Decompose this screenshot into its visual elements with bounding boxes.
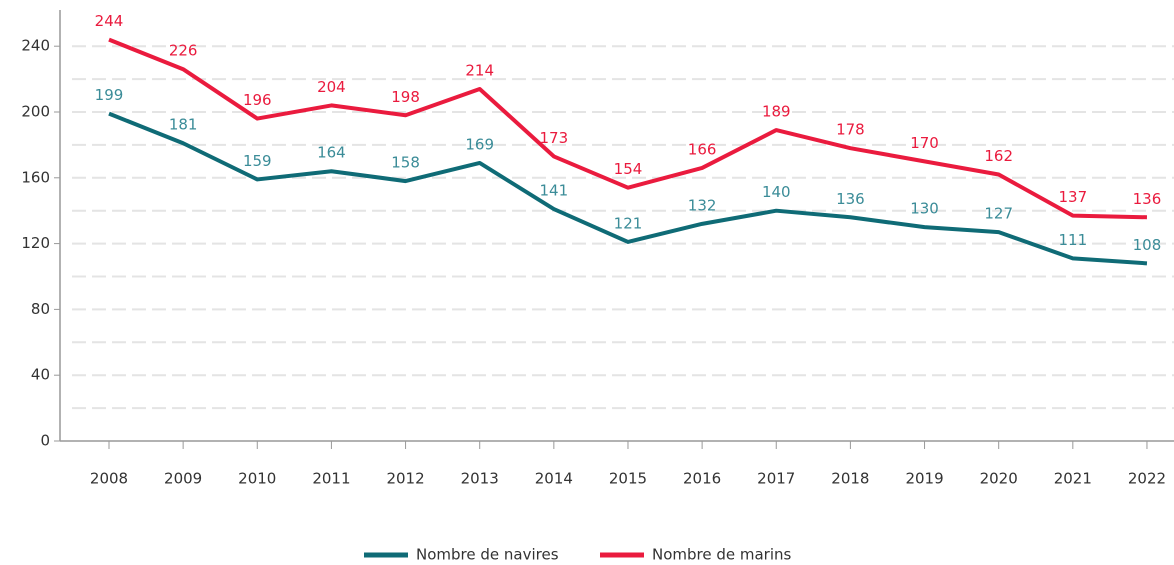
y-tick-label: 80: [31, 300, 50, 318]
y-tick-label: 40: [31, 366, 50, 384]
x-tick-label: 2022: [1128, 470, 1166, 488]
data-label: 204: [317, 78, 346, 96]
x-tick-label: 2009: [164, 470, 202, 488]
data-label: 169: [465, 135, 494, 153]
line-series: [108, 37, 1148, 220]
x-tick-label: 2015: [609, 470, 647, 488]
data-label: 130: [910, 200, 939, 218]
data-label: 121: [614, 214, 643, 232]
x-tick-label: 2016: [683, 470, 721, 488]
data-label: 198: [391, 88, 420, 106]
x-tick-label: 2010: [238, 470, 276, 488]
data-label: 141: [540, 182, 569, 200]
y-tick-label: 240: [21, 37, 50, 55]
legend-label: Nombre de marins: [652, 546, 792, 564]
data-label: 181: [169, 116, 198, 134]
x-tick-label: 2008: [90, 470, 128, 488]
x-tick-label: 2020: [980, 470, 1018, 488]
data-label: 136: [1133, 190, 1162, 208]
data-label: 178: [836, 121, 865, 139]
x-tick-label: 2019: [905, 470, 943, 488]
data-label: 162: [984, 147, 1013, 165]
data-label: 199: [95, 86, 124, 104]
data-label: 158: [391, 154, 420, 172]
data-label: 140: [762, 183, 791, 201]
x-tick-label: 2017: [757, 470, 795, 488]
data-label: 173: [540, 129, 569, 147]
y-tick-label: 160: [21, 168, 50, 186]
data-label: 244: [95, 12, 124, 30]
data-label: 214: [465, 61, 494, 79]
x-tick-label: 2014: [535, 470, 573, 488]
data-label: 189: [762, 103, 791, 121]
data-label: 132: [688, 196, 717, 214]
data-label: 159: [243, 152, 272, 170]
data-label: 108: [1133, 236, 1162, 254]
line-series: [108, 111, 1148, 266]
legend-label: Nombre de navires: [416, 546, 559, 564]
data-label: 154: [614, 160, 643, 178]
data-label: 137: [1058, 188, 1087, 206]
data-label: 196: [243, 91, 272, 109]
x-tick-label: 2013: [461, 470, 499, 488]
x-tick-label: 2012: [386, 470, 424, 488]
data-label: 164: [317, 144, 346, 162]
y-tick-label: 120: [21, 234, 50, 252]
data-label: 166: [688, 140, 717, 158]
x-tick-label: 2011: [312, 470, 350, 488]
x-tick-label: 2018: [831, 470, 869, 488]
data-label: 170: [910, 134, 939, 152]
data-label: 111: [1058, 231, 1087, 249]
y-tick-label: 200: [21, 102, 50, 120]
data-label: 127: [984, 205, 1013, 223]
x-tick-label: 2021: [1054, 470, 1092, 488]
data-label: 136: [836, 190, 865, 208]
data-label: 226: [169, 42, 198, 60]
y-tick-label: 0: [40, 432, 50, 450]
